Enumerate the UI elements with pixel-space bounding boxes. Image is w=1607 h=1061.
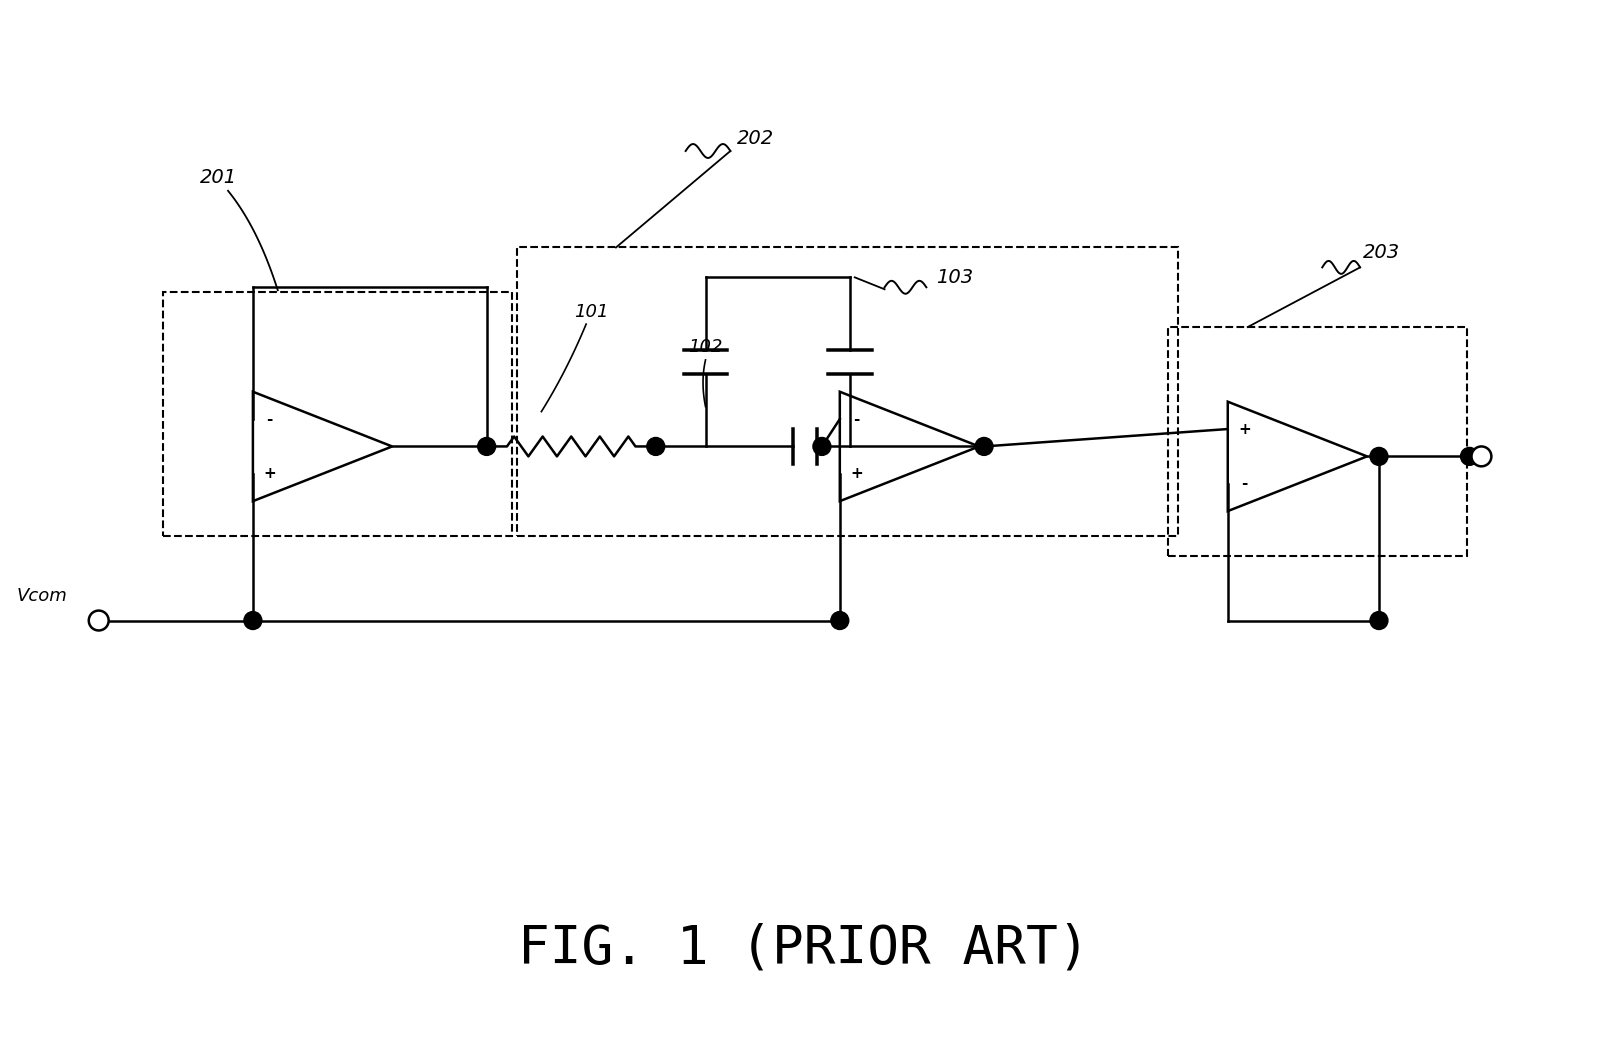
Circle shape bbox=[1371, 448, 1388, 466]
Circle shape bbox=[813, 437, 831, 455]
Circle shape bbox=[1371, 611, 1388, 629]
Circle shape bbox=[477, 437, 495, 455]
Bar bbox=[1168, 327, 1467, 556]
Text: 101: 101 bbox=[574, 303, 609, 321]
Bar bbox=[516, 247, 1178, 536]
Circle shape bbox=[244, 611, 262, 629]
Text: -: - bbox=[1242, 476, 1249, 491]
Circle shape bbox=[831, 611, 848, 629]
Text: Vcom: Vcom bbox=[16, 587, 67, 605]
Text: +: + bbox=[1239, 421, 1252, 436]
Text: -: - bbox=[267, 412, 273, 427]
Circle shape bbox=[88, 610, 109, 630]
Text: +: + bbox=[264, 466, 276, 482]
Text: FIG. 1 (PRIOR ART): FIG. 1 (PRIOR ART) bbox=[517, 923, 1090, 975]
Bar bbox=[164, 292, 511, 536]
Text: +: + bbox=[850, 466, 863, 482]
Text: -: - bbox=[853, 412, 860, 427]
Text: 201: 201 bbox=[199, 169, 236, 188]
Circle shape bbox=[648, 437, 665, 455]
Text: 203: 203 bbox=[1363, 243, 1401, 262]
Text: 102: 102 bbox=[688, 338, 723, 356]
Circle shape bbox=[1472, 447, 1491, 467]
Circle shape bbox=[975, 437, 993, 455]
Text: 202: 202 bbox=[736, 128, 775, 147]
Text: 103: 103 bbox=[935, 267, 972, 286]
Circle shape bbox=[1461, 448, 1478, 466]
